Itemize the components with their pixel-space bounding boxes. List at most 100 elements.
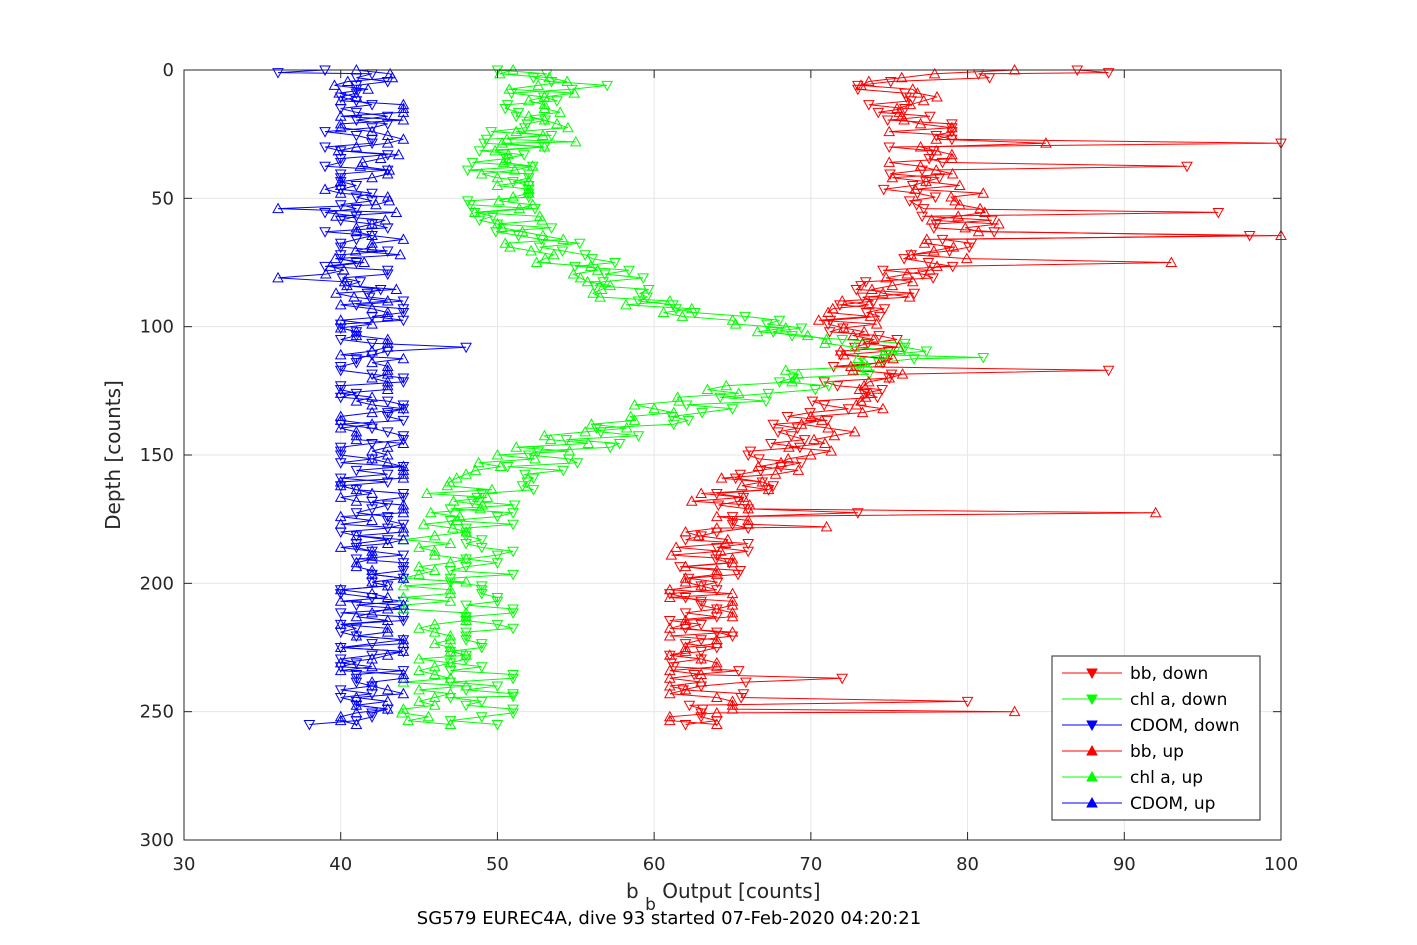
y-tick-label: 250 [140,702,174,723]
data-point [949,194,961,206]
data-point [334,187,347,198]
data-point [444,595,457,606]
data-point [491,596,504,608]
data-point [334,473,347,485]
data-point [334,595,347,606]
data-point [628,414,641,425]
data-point [444,629,457,641]
data-point [350,433,363,445]
data-point [983,73,996,84]
data-point [350,669,363,681]
data-point [695,487,708,498]
data-point [366,123,378,134]
data-point [906,275,919,287]
data-point [334,685,347,696]
data-point [397,676,410,687]
data-point [914,117,927,129]
data-point [642,284,655,296]
data-point [366,650,378,662]
data-point [663,679,676,691]
data-point [475,639,488,650]
data-point [762,388,775,400]
data-point [726,595,739,606]
data-point [710,489,723,500]
data-point [904,98,917,110]
data-point [491,558,504,569]
data-point [899,342,911,354]
data-point [946,148,958,160]
data-point [663,649,676,660]
data-point [507,691,519,703]
data-point [587,287,599,298]
data-point [350,718,363,729]
data-point [753,454,765,465]
data-point [350,192,363,204]
data-point [507,708,519,719]
data-point [366,318,378,329]
data-point [334,654,347,666]
data-point [712,500,725,512]
data-point [475,167,488,179]
data-point [782,452,794,464]
data-point [397,566,410,577]
data-point [428,564,441,575]
data-point [685,495,698,506]
data-point [591,264,604,275]
data-point [366,371,378,383]
data-point [350,225,363,237]
data-point [397,373,410,385]
data-point [499,237,512,248]
data-point [507,673,519,685]
data-point [876,385,889,396]
data-point [444,587,457,599]
data-point [872,107,885,119]
data-point [533,242,546,254]
data-point [715,472,728,483]
data-point [332,144,345,156]
legend-entry: bb, down [1130,664,1208,684]
data-point [925,214,938,225]
data-point [695,600,708,612]
data-point [381,448,394,460]
data-point [381,294,394,306]
data-point [370,198,382,210]
data-point [381,703,394,714]
data-point [670,304,682,315]
data-point [334,250,347,261]
data-point [804,408,816,419]
data-point [303,720,316,731]
data-point [381,306,394,318]
data-point [334,510,347,522]
data-point [823,327,836,338]
data-point [679,614,692,626]
data-point [397,666,410,677]
data-point [522,94,535,106]
x-tick-label: 60 [643,854,666,875]
data-point [510,441,523,452]
data-point [695,596,708,608]
data-point [366,338,378,350]
data-point [381,523,394,535]
data-point [532,79,545,90]
legend-marker [1086,770,1098,782]
data-point [366,356,378,368]
data-point [1040,137,1052,148]
data-point [460,649,472,660]
data-point [527,73,540,84]
data-point [413,683,425,695]
data-point [334,541,347,552]
data-point [350,529,363,541]
data-point [946,121,958,133]
data-point [663,583,676,595]
data-point [673,395,686,406]
data-point [859,391,872,402]
data-point [397,522,410,533]
x-tick-label: 70 [799,854,822,875]
data-point [586,254,599,265]
data-point [460,600,472,612]
data-point [334,157,347,169]
data-point [350,706,363,718]
data-point [493,194,505,206]
data-point [928,244,940,256]
